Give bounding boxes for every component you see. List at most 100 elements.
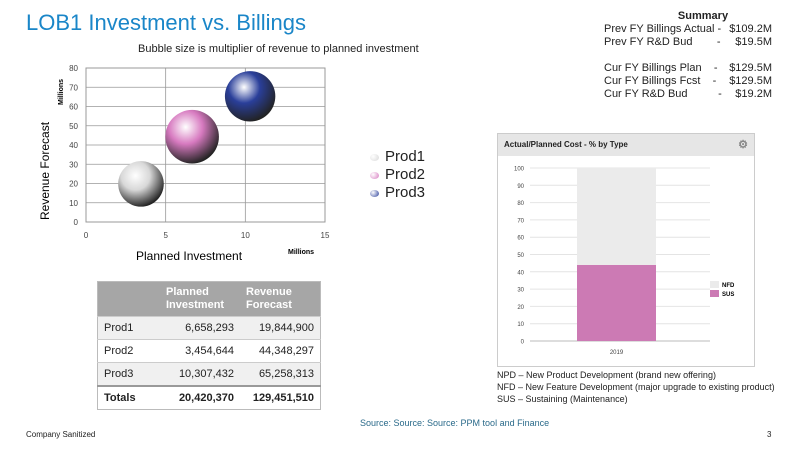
- totals-cell: 20,420,370: [160, 385, 240, 410]
- investment-table: Planned Investment Revenue Forecast Prod…: [97, 281, 321, 410]
- summary-row: Cur FY R&D Bud - $19.2M: [604, 88, 772, 101]
- legend-swatch: [370, 153, 379, 161]
- legend-label: NFD: [722, 283, 735, 289]
- summary-value: $19.5M: [735, 36, 772, 48]
- y-tick-label: 80: [69, 64, 78, 73]
- x-unit-label: Millions: [288, 249, 314, 256]
- note-line: NFD – New Feature Development (major upg…: [497, 382, 775, 392]
- panel-title: Actual/Planned Cost - % by Type: [504, 140, 628, 149]
- summary-heading: Summary: [677, 10, 729, 22]
- table-cell: Prod2: [97, 339, 160, 363]
- summary-label: Prev FY R&D Bud -: [604, 36, 721, 48]
- y-tick-label: 100: [514, 167, 525, 173]
- totals-row: Totals 20,420,370 129,451,510: [97, 385, 321, 410]
- bar-segment-sus: [577, 264, 656, 341]
- x-tick-label: 5: [163, 231, 168, 240]
- y-tick-label: 30: [69, 160, 78, 169]
- bubble-prod1: [118, 161, 164, 207]
- table-cell: 44,348,297: [240, 339, 321, 363]
- legend-label: Prod3: [385, 184, 426, 201]
- summary-row: Cur FY Billings Fcst - $129.5M: [604, 75, 772, 88]
- table-cell: 6,658,293: [160, 316, 240, 340]
- table-header: Planned Investment: [160, 281, 240, 317]
- y-axis-label: Revenue Forecast: [38, 121, 52, 220]
- bubble-prod2: [165, 109, 219, 164]
- page-title: LOB1 Investment vs. Billings: [26, 10, 307, 35]
- summary-label: Prev FY Billings Actual -: [604, 23, 722, 35]
- summary-row: Prev FY R&D Bud - $19.5M: [604, 36, 772, 49]
- y-unit-label: Millions: [58, 79, 65, 105]
- cost-type-panel: Actual/Planned Cost - % by Type ⚙ 0 10 20 3…: [497, 133, 755, 367]
- legend-label: Prod1: [385, 148, 426, 165]
- y-tick-label: 50: [517, 253, 524, 259]
- y-tick-label: 40: [517, 270, 524, 276]
- y-tick-label: 30: [517, 288, 524, 294]
- x-tick-label: 2019: [610, 350, 624, 356]
- legend-swatch: [710, 290, 719, 297]
- table-cell: Prod3: [97, 362, 160, 386]
- x-tick-label: 0: [84, 231, 89, 240]
- bubble-legend: Prod1 Prod2 Prod3: [370, 148, 425, 202]
- y-tick-label: 70: [517, 218, 524, 224]
- note-line: NPD – New Product Development (brand new…: [497, 370, 716, 380]
- summary-row: Prev FY Billings Actual - $109.2M: [604, 23, 772, 36]
- y-tick-label: 10: [69, 199, 78, 208]
- table-row: Prod2 3,454,644 44,348,297: [97, 339, 321, 363]
- legend-label: Prod2: [385, 166, 426, 183]
- y-tick-label: 40: [69, 141, 78, 150]
- y-tick-label: 60: [69, 103, 78, 112]
- bubble-chart: 0 10 20 30 40 50 60 70 80 0 5 10 15 Planned Investmen…: [38, 64, 330, 263]
- legend-item: Prod3: [370, 184, 425, 202]
- table-row: Prod3 10,307,432 65,258,313: [97, 362, 321, 386]
- y-tick-label: 20: [69, 180, 78, 189]
- y-tick-label: 0: [74, 218, 79, 227]
- legend-item: Prod1: [370, 148, 425, 166]
- summary-panel: Summary Prev FY Billings Actual - $109.2M…: [604, 10, 772, 101]
- table-cell: 65,258,313: [240, 362, 321, 386]
- summary-label: Cur FY R&D Bud -: [604, 88, 722, 100]
- y-tick-label: 60: [517, 236, 524, 242]
- table-cell: 10,307,432: [160, 362, 240, 386]
- summary-value: $129.5M: [729, 62, 772, 74]
- y-tick-label: 20: [517, 305, 524, 311]
- chart-subtitle: Bubble size is multiplier of revenue to …: [138, 43, 419, 55]
- y-tick-label: 70: [69, 83, 78, 92]
- summary-row: Cur FY Billings Plan - $129.5M: [604, 62, 772, 75]
- legend-swatch: [370, 171, 379, 179]
- type-notes: NPD – New Product Development (brand new…: [497, 369, 775, 405]
- legend-swatch: [710, 281, 719, 288]
- table-header: Revenue Forecast: [240, 281, 321, 317]
- y-tick-label: 80: [517, 201, 524, 207]
- panel-header: Actual/Planned Cost - % by Type ⚙: [498, 134, 754, 156]
- summary-value: $109.2M: [729, 23, 772, 35]
- summary-value: $129.5M: [729, 75, 772, 87]
- page-number: 3: [767, 430, 772, 439]
- y-tick-label: 0: [521, 340, 525, 346]
- legend-item: Prod2: [370, 166, 425, 184]
- footer: Company Sanitized: [26, 430, 96, 439]
- table-row: Prod1 6,658,293 19,844,900: [97, 316, 321, 340]
- bar-segment-nfd: [577, 168, 656, 265]
- note-line: SUS – Sustaining (Maintenance): [497, 394, 628, 404]
- x-axis-label: Planned Investment: [136, 249, 243, 263]
- summary-label: Cur FY Billings Fcst -: [604, 75, 717, 87]
- gear-icon[interactable]: ⚙: [738, 139, 748, 151]
- table-header: [97, 281, 160, 317]
- source-note: Source: Source: Source: PPM tool and Fin…: [360, 418, 550, 428]
- y-tick-label: 50: [69, 122, 78, 131]
- table-cell: Prod1: [97, 316, 160, 340]
- totals-cell: Totals: [97, 385, 160, 410]
- table-cell: 3,454,644: [160, 339, 240, 363]
- totals-cell: 129,451,510: [240, 385, 321, 410]
- table-cell: 19,844,900: [240, 316, 321, 340]
- x-tick-label: 15: [321, 231, 330, 240]
- x-tick-label: 10: [241, 231, 250, 240]
- stacked-bar-chart: 0 10 20 30 40 50 60 70 80 90 100 2019 NFD SUS: [514, 167, 735, 357]
- summary-label: Cur FY Billings Plan -: [604, 62, 718, 74]
- y-tick-label: 90: [517, 184, 524, 190]
- summary-row: [604, 49, 772, 62]
- legend-label: SUS: [722, 292, 734, 298]
- legend-swatch: [370, 189, 379, 197]
- summary-value: $19.2M: [735, 88, 772, 100]
- bubble-prod3: [224, 71, 276, 122]
